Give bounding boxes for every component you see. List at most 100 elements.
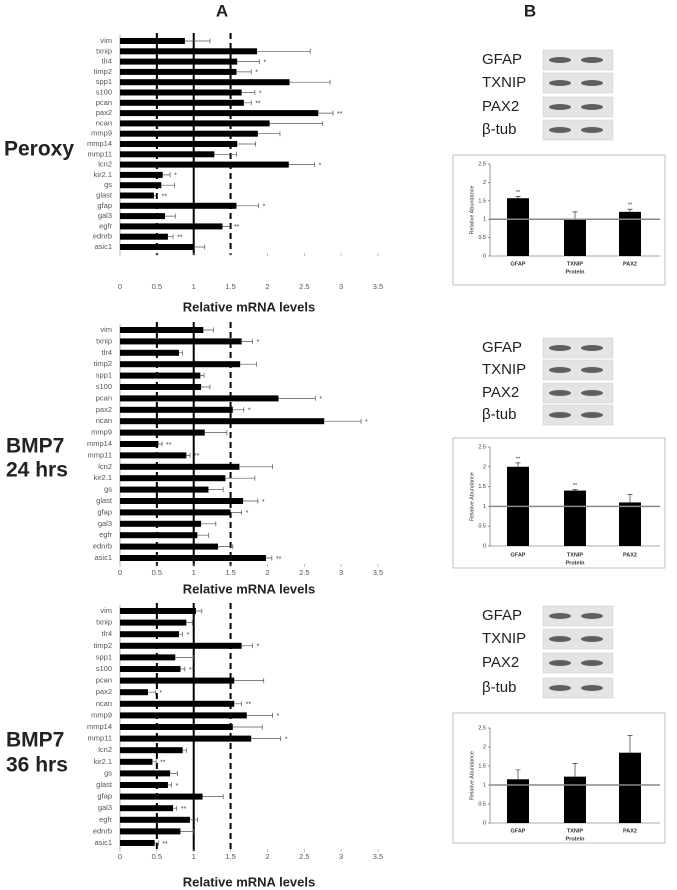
significance-mark: * <box>365 419 368 426</box>
category-label: mmp9 <box>91 428 112 437</box>
category-label: pax2 <box>96 405 112 414</box>
category-label: pax2 <box>96 687 112 696</box>
significance-mark: ** <box>189 667 195 674</box>
category-label: timp2 <box>94 67 112 76</box>
blot-band <box>549 412 571 418</box>
blot-label: GFAP <box>482 607 522 624</box>
blot-band <box>549 613 571 619</box>
category-label: spp1 <box>96 652 112 661</box>
significance-mark: * <box>263 59 266 66</box>
error-bar <box>182 747 187 753</box>
significance-mark: ** <box>255 101 261 108</box>
significance-mark: ** <box>337 111 343 118</box>
bar <box>120 770 171 777</box>
category-label: s100 <box>96 87 112 96</box>
bar <box>120 642 242 649</box>
bar <box>120 747 183 754</box>
row-label: BMP7 <box>6 435 64 458</box>
blot-label: TXNIP <box>482 630 526 647</box>
significance-mark: ** <box>246 702 252 709</box>
y-tick-label: 0.5 <box>478 524 486 530</box>
bar <box>120 110 319 117</box>
y-tick-label: 1 <box>483 217 486 223</box>
error-bar <box>232 724 263 730</box>
error-bar <box>237 141 256 147</box>
blot-band <box>549 636 571 642</box>
x-tick-label: 3.5 <box>373 852 383 861</box>
error-bar <box>318 110 334 116</box>
category-label: txnip <box>96 46 112 55</box>
blot-label: TXNIP <box>482 361 526 378</box>
blot-image <box>542 337 614 359</box>
bar <box>120 475 226 482</box>
category-label: glast <box>96 496 113 505</box>
x-tick-label: 0 <box>118 282 122 291</box>
category-label: kir2.1 <box>94 473 112 482</box>
bar <box>120 828 181 835</box>
error-bar <box>154 840 159 846</box>
category-label: lcn2 <box>98 462 112 471</box>
bar <box>120 429 205 436</box>
category-label: ednrb <box>93 232 112 241</box>
bar <box>120 58 238 65</box>
x-axis-label: Protein <box>566 836 586 842</box>
significance-mark: * <box>187 632 190 639</box>
category-label: PAX2 <box>623 261 637 267</box>
bar <box>120 406 233 413</box>
x-tick-label: 2.5 <box>299 282 309 291</box>
error-bar <box>186 620 193 626</box>
error-bar <box>572 211 578 220</box>
blot-band <box>581 613 603 619</box>
blot-band <box>549 345 571 351</box>
blot-label: β-tub <box>482 406 516 423</box>
chart-frame <box>452 437 666 569</box>
category-label: gs <box>104 485 112 494</box>
bar <box>120 677 235 684</box>
error-bar <box>202 794 224 800</box>
category-label: mmp9 <box>91 710 112 719</box>
x-tick-label: 2 <box>265 568 269 577</box>
bar <box>507 198 529 256</box>
category-label: mmp14 <box>87 139 112 148</box>
error-bar <box>193 244 206 250</box>
x-tick-label: 0.5 <box>152 852 162 861</box>
error-bar <box>232 407 245 413</box>
bar <box>120 418 325 425</box>
category-label: TXNIP <box>567 552 584 558</box>
bar <box>120 509 231 516</box>
error-bar <box>225 475 256 481</box>
category-label: gal3 <box>98 519 112 528</box>
category-label: pcan <box>96 393 112 402</box>
error-bar <box>201 384 211 390</box>
error-bar <box>167 234 174 240</box>
error-bar <box>153 193 158 198</box>
bar <box>120 89 242 96</box>
error-bar <box>152 759 157 765</box>
category-label: asic1 <box>94 838 112 847</box>
significance-mark: ** <box>234 224 240 231</box>
error-bar <box>237 59 260 65</box>
significance-mark: * <box>174 173 177 180</box>
category-label: mmp11 <box>88 450 112 459</box>
blot-band <box>549 685 571 691</box>
bar <box>120 202 237 209</box>
y-axis-label: Relative Abundance <box>469 751 475 800</box>
category-label: egfr <box>99 530 112 539</box>
category-label: spp1 <box>96 77 112 86</box>
category-label: egfr <box>99 221 112 230</box>
error-bar <box>515 462 521 467</box>
bar <box>120 532 198 539</box>
blot-band <box>581 345 603 351</box>
category-label: kir2.1 <box>94 170 112 179</box>
significance-mark: * <box>257 644 260 651</box>
error-bar <box>627 494 633 503</box>
x-tick-label: 0.5 <box>152 282 162 291</box>
error-bar <box>241 338 254 344</box>
error-bar <box>161 182 175 188</box>
bar <box>120 192 154 199</box>
blot-image <box>542 72 614 94</box>
category-label: kir2.1 <box>94 757 112 766</box>
blot-band <box>581 57 603 63</box>
error-bar <box>627 208 633 212</box>
bar <box>564 219 586 256</box>
